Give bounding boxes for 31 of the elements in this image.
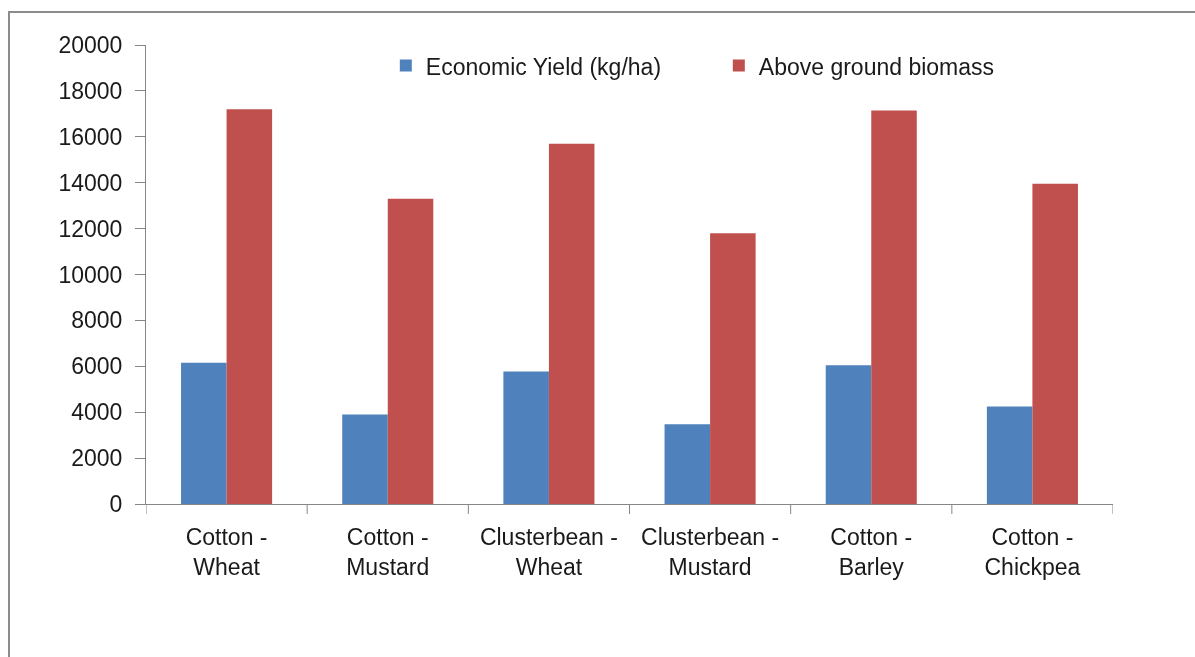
bar [503,371,549,504]
bar [548,143,595,504]
bar [387,198,434,504]
y-tick-label: 6000 [71,353,123,380]
y-tick-label: 12000 [58,215,123,242]
y-tick-label: 14000 [58,169,123,196]
y-tick-label: 18000 [58,77,123,104]
x-tick-label: Cotton - Wheat [185,523,268,580]
bar [1032,183,1078,504]
bar [226,109,273,504]
legend-label: Economic Yield (kg/ha) [425,53,662,80]
x-tick-label: Clusterbean - Wheat [479,523,618,580]
y-tick-label: 16000 [58,123,123,150]
y-tick-label: 0 [109,491,123,518]
bar [986,406,1033,504]
bar [664,424,711,504]
x-tick-label: Cotton - Barley [830,523,913,580]
y-tick-label: 2000 [71,445,123,472]
legend-label: Above ground biomass [758,53,995,80]
bar [342,414,388,504]
y-tick-label: 10000 [58,261,123,288]
x-tick-label: Cotton - Chickpea [984,523,1081,580]
y-tick-label: 20000 [58,32,123,59]
y-tick-label: 4000 [71,399,123,426]
y-tick-label: 8000 [71,307,123,334]
bar [710,233,756,504]
bar [871,110,917,504]
x-tick-label: Cotton - Mustard [346,523,430,580]
bar [825,365,872,504]
bar [181,362,227,504]
x-tick-label: Clusterbean - Mustard [641,523,780,580]
